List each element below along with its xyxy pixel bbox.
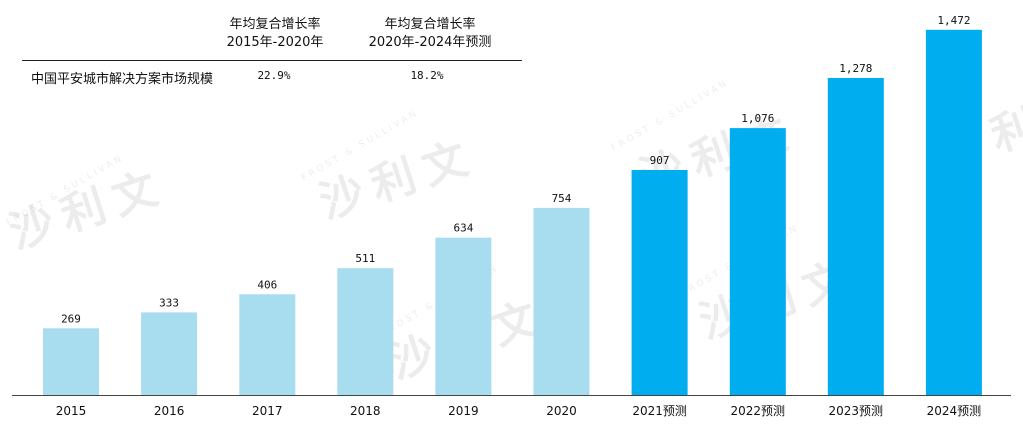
x-tick-label-2022预测: 2022预测 (731, 404, 786, 418)
bar-2016 (141, 312, 198, 395)
bar-series (43, 29, 982, 396)
cagr-value-2015-2020: 22.9% (257, 69, 291, 82)
x-tick-label-2023预测: 2023预测 (829, 404, 884, 418)
cagr-header-2020-2024: 年均复合增长率 2020年-2024年预测 (352, 16, 508, 52)
x-tick-label-group: 2015 2016 2017 2018 2019 2020 2021预测 2022预测 2023… (56, 404, 981, 418)
bar-2017 (239, 294, 296, 395)
x-tick-label-2019: 2019 (448, 404, 479, 418)
x-tick-label-2020: 2020 (546, 404, 577, 418)
x-tick-label-2024预测: 2024预测 (927, 404, 982, 418)
x-tick-label-2017: 2017 (252, 404, 283, 418)
value-label-2017: 406 (257, 278, 277, 291)
value-label-2024预测: 1,472 (937, 14, 970, 27)
value-label-2020: 754 (552, 192, 572, 205)
cagr-header-2015-2020: 年均复合增长率 2015年-2020年 (214, 16, 336, 52)
x-tick-label-2016: 2016 (154, 404, 185, 418)
value-label-2021预测: 907 (650, 154, 670, 167)
bar-2019 (435, 237, 492, 395)
value-label-2022预测: 1,076 (741, 112, 774, 125)
value-label-2018: 511 (355, 252, 375, 265)
value-label-2015: 269 (61, 312, 81, 325)
cagr-header-1-title: 年均复合增长率 (229, 17, 321, 32)
x-tick-label-2015: 2015 (56, 404, 87, 418)
bar-2023预测 (827, 78, 884, 395)
cagr-value-2020-2024: 18.2% (410, 69, 444, 82)
x-tick-label-2018: 2018 (350, 404, 381, 418)
value-label-group: 269 333 406 511 634 754 907 1,076 1,278 1,472 (61, 14, 970, 325)
bar-2020 (533, 207, 590, 395)
bar-2021预测 (631, 170, 688, 395)
value-label-2023预测: 1,278 (839, 62, 872, 75)
cagr-table-divider (22, 60, 522, 61)
value-label-2019: 634 (453, 222, 473, 235)
value-label-2016: 333 (159, 296, 179, 309)
bar-2022预测 (729, 128, 786, 395)
cagr-header-1-period: 2015年-2020年 (226, 35, 324, 50)
cagr-header-2-period: 2020年-2024年预测 (368, 35, 492, 50)
bar-2024预测 (925, 29, 982, 396)
x-tick-label-2021预测: 2021预测 (632, 404, 687, 418)
cagr-header-2-title: 年均复合增长率 (384, 17, 476, 32)
bar-2015 (43, 328, 99, 395)
bar-2018 (337, 268, 394, 395)
cagr-row-label: 中国平安城市解决方案市场规模 (31, 72, 214, 87)
